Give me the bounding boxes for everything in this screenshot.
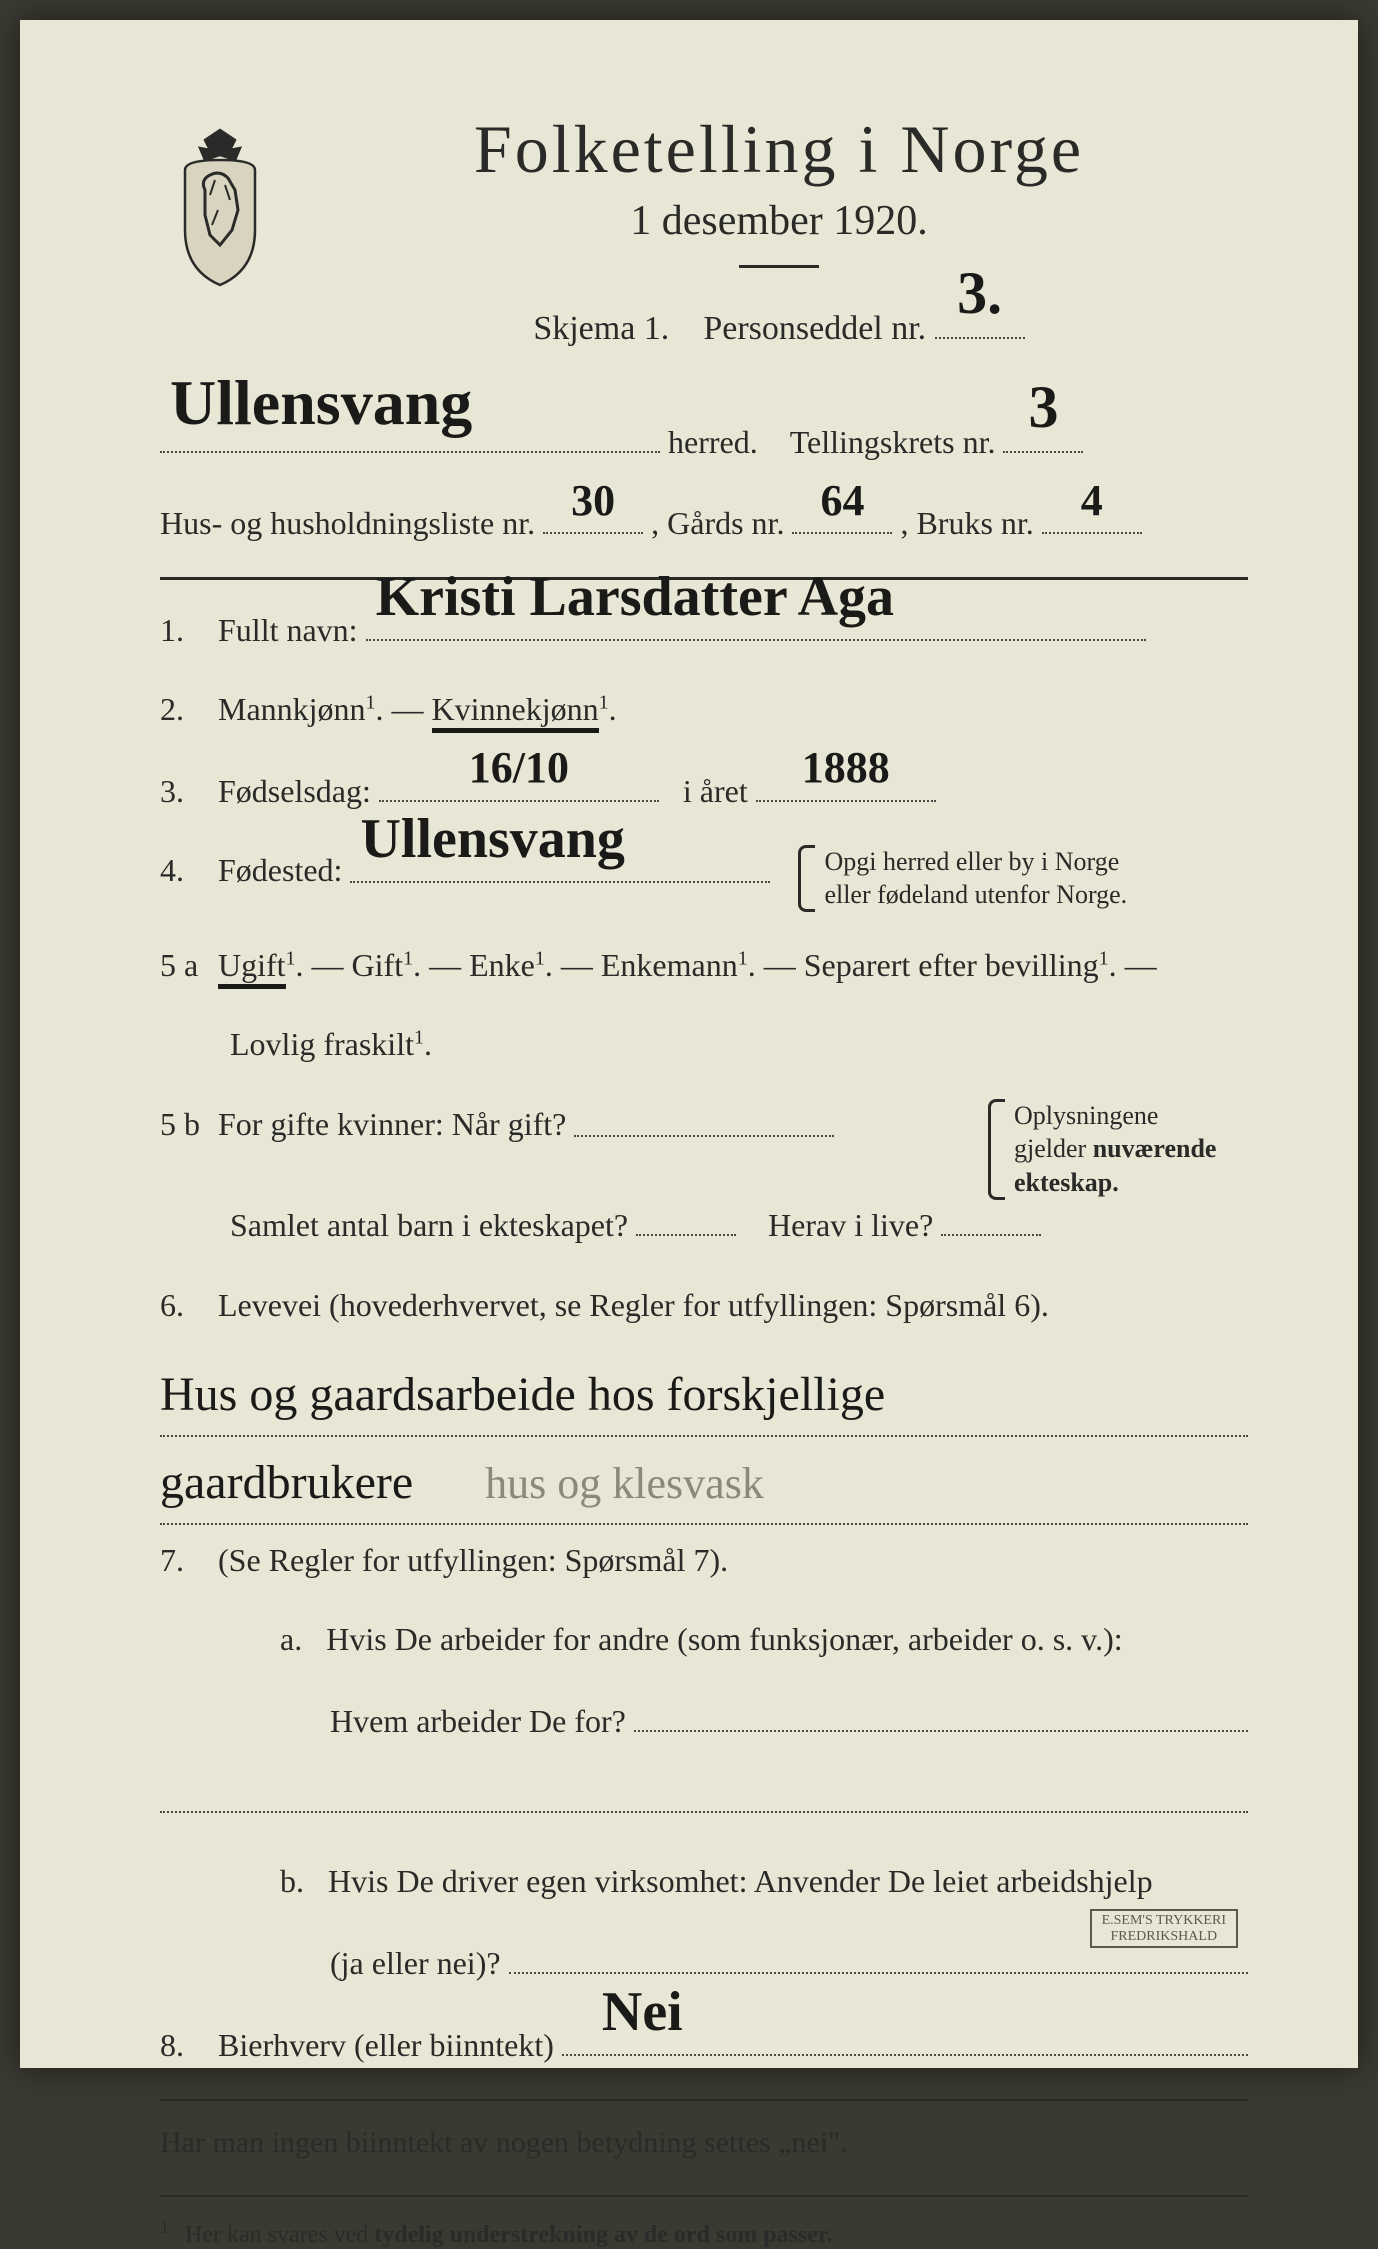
q5a-enke: Enke xyxy=(469,947,535,983)
divider-line-3 xyxy=(160,2195,1248,2197)
q5a-gift: Gift xyxy=(352,947,404,983)
q2-mannkjonn: Mannkjønn xyxy=(218,691,366,727)
footer-note: Har man ingen biinntekt av nogen betydni… xyxy=(160,2119,1248,2167)
q5b-label3: Herav i live? xyxy=(768,1200,933,1251)
q3-line: 3. Fødselsdag: 16/10 i året 1888 xyxy=(160,763,1248,817)
q8-value: Nei xyxy=(602,1968,683,2058)
q1-line: 1. Fullt navn: Kristi Larsdatter Aga xyxy=(160,602,1248,656)
q1-label: Fullt navn: xyxy=(218,605,358,656)
q5a-fraskilt: Lovlig fraskilt xyxy=(230,1026,414,1062)
herred-label: herred. xyxy=(668,417,758,468)
q7b-num: b. xyxy=(280,1863,304,1899)
q7a-line1: a. Hvis De arbeider for andre (som funks… xyxy=(160,1614,1248,1665)
gards-label: , Gårds nr. xyxy=(651,498,784,549)
q7b-line2: (ja eller nei)? xyxy=(160,1936,1248,1990)
q7-num: 7. xyxy=(160,1535,210,1586)
tellingskrets-value: 3 xyxy=(1028,359,1058,455)
hushold-value: 30 xyxy=(571,466,615,536)
q4-line: 4. Fødested: Ullensvang Opgi herred elle… xyxy=(160,845,1248,913)
q2-line: 2. Mannkjønn1. — Kvinnekjønn1. xyxy=(160,684,1248,735)
q3-label: Fødselsdag: xyxy=(218,766,371,817)
q7-label: (Se Regler for utfyllingen: Spørsmål 7). xyxy=(218,1542,728,1578)
skjema-label: Skjema 1. xyxy=(533,310,669,347)
q5a-line: 5 a Ugift1. — Gift1. — Enke1. — Enkemann… xyxy=(160,940,1248,991)
q6-answer-line2: gaardbrukere hus og klesvask xyxy=(160,1447,1248,1525)
q7b-line1: b. Hvis De driver egen virksomhet: Anven… xyxy=(160,1856,1248,1907)
q8-label: Bierhverv (eller biinntekt) xyxy=(218,2020,554,2071)
divider-line-2 xyxy=(160,2099,1248,2101)
q2-kvinnekjonn: Kvinnekjønn xyxy=(432,691,599,733)
title-block: Folketelling i Norge 1 desember 1920. Sk… xyxy=(310,110,1248,384)
gards-value: 64 xyxy=(820,466,864,536)
q7-line: 7. (Se Regler for utfyllingen: Spørsmål … xyxy=(160,1535,1248,1586)
q3-day-value: 16/10 xyxy=(469,733,569,803)
tellingskrets-label: Tellingskrets nr. xyxy=(790,417,996,468)
hushold-line: Hus- og husholdningsliste nr. 30 , Gårds… xyxy=(160,496,1248,550)
q7b-text2: (ja eller nei)? xyxy=(330,1938,501,1989)
q5b-sidenote: Oplysningene gjelder nuværende ekteskap. xyxy=(988,1099,1248,1200)
divider-icon xyxy=(739,265,819,268)
q4-sidenote: Opgi herred eller by i Norge eller fødel… xyxy=(798,845,1128,913)
personseddel-label: Personseddel nr. xyxy=(703,310,926,347)
q4-value: Ullensvang xyxy=(360,795,625,885)
q5a-num: 5 a xyxy=(160,940,210,991)
q5a-enkemann: Enkemann xyxy=(601,947,738,983)
q5a-line2: Lovlig fraskilt1. xyxy=(160,1019,1248,1070)
q5a-separert: Separert efter bevilling xyxy=(804,947,1099,983)
q6-faded-text: hus og klesvask xyxy=(485,1459,764,1508)
herred-value: Ullensvang xyxy=(170,352,472,454)
q7a-line2: Hvem arbeider De for? xyxy=(160,1693,1248,1747)
q7a-blank xyxy=(160,1775,1248,1829)
q7a-text1: Hvis De arbeider for andre (som funksjon… xyxy=(326,1621,1122,1657)
footnote: 1 Her kan svares ved tydelig understrekn… xyxy=(160,2217,1248,2249)
q3-year-label: i året xyxy=(683,766,748,817)
printer-stamp: E.SEM'S TRYKKERI FREDRIKSHALD xyxy=(1090,1909,1238,1948)
q5b-line2: Samlet antal barn i ekteskapet? Herav i … xyxy=(160,1198,1248,1252)
header: Folketelling i Norge 1 desember 1920. Sk… xyxy=(160,110,1248,384)
q6-line: 6. Levevei (hovederhvervet, se Regler fo… xyxy=(160,1280,1248,1331)
census-form-page: Folketelling i Norge 1 desember 1920. Sk… xyxy=(20,20,1358,2068)
q5b-num: 5 b xyxy=(160,1099,210,1150)
q6-num: 6. xyxy=(160,1280,210,1331)
q8-line: 8. Bierhverv (eller biinntekt) Nei xyxy=(160,2017,1248,2071)
q7a-text2: Hvem arbeider De for? xyxy=(330,1696,626,1747)
bruks-value: 4 xyxy=(1081,466,1103,536)
q6-label: Levevei (hovederhvervet, se Regler for u… xyxy=(218,1287,1049,1323)
q3-year-value: 1888 xyxy=(802,733,890,803)
personseddel-value: 3. xyxy=(957,245,1002,341)
q1-num: 1. xyxy=(160,605,210,656)
q8-num: 8. xyxy=(160,2020,210,2071)
footnote-num: 1 xyxy=(160,2217,169,2237)
q3-num: 3. xyxy=(160,766,210,817)
bruks-label: , Bruks nr. xyxy=(900,498,1033,549)
q4-num: 4. xyxy=(160,845,210,896)
q5b-label2: Samlet antal barn i ekteskapet? xyxy=(230,1200,628,1251)
q6-answer-line1: Hus og gaardsarbeide hos forskjellige xyxy=(160,1359,1248,1437)
coat-of-arms-icon xyxy=(160,120,280,290)
subtitle-date: 1 desember 1920. xyxy=(310,197,1248,245)
q5b-line1: 5 b For gifte kvinner: Når gift? Oplysni… xyxy=(160,1099,1248,1200)
q7b-text1: Hvis De driver egen virksomhet: Anvender… xyxy=(328,1863,1153,1899)
q4-label: Fødested: xyxy=(218,845,342,896)
q5a-ugift: Ugift xyxy=(218,947,286,989)
hushold-label: Hus- og husholdningsliste nr. xyxy=(160,498,535,549)
q7a-num: a. xyxy=(280,1621,302,1657)
q1-value: Kristi Larsdatter Aga xyxy=(376,553,894,643)
main-title: Folketelling i Norge xyxy=(310,110,1248,189)
q5b-label1: For gifte kvinner: Når gift? xyxy=(218,1099,566,1150)
q2-num: 2. xyxy=(160,684,210,735)
skjema-line: Skjema 1. Personseddel nr. 3. xyxy=(310,298,1248,356)
herred-line: Ullensvang herred. Tellingskrets nr. 3 xyxy=(160,414,1248,468)
